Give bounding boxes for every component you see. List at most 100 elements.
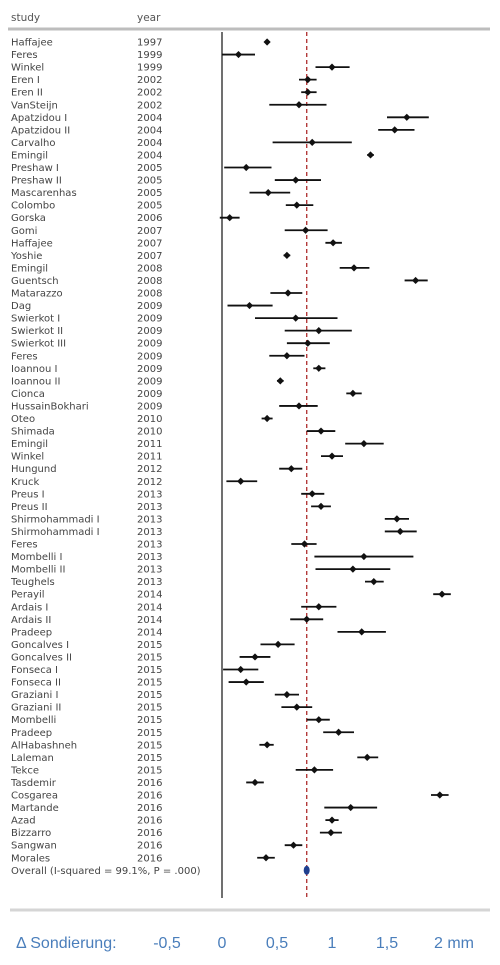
study-row: Graziani I 2015 bbox=[11, 690, 299, 701]
point-estimate-marker bbox=[315, 327, 323, 335]
point-estimate-marker bbox=[310, 766, 318, 774]
study-year: 2013 bbox=[137, 565, 162, 576]
study-label: Kruck bbox=[11, 477, 40, 488]
study-label: Colombo bbox=[11, 201, 55, 212]
study-label: Swierkot I bbox=[11, 314, 60, 325]
point-estimate-marker bbox=[349, 389, 357, 397]
study-label: Bizzarro bbox=[11, 828, 51, 839]
point-estimate-marker bbox=[264, 189, 272, 197]
study-row: Kruck 2012 bbox=[11, 477, 258, 488]
study-label: Mascarenhas bbox=[11, 188, 77, 199]
point-estimate-marker bbox=[237, 477, 245, 485]
point-estimate-marker bbox=[360, 552, 368, 561]
point-estimate-marker bbox=[315, 603, 323, 611]
point-estimate-marker bbox=[234, 50, 243, 59]
point-estimate-marker bbox=[329, 239, 337, 247]
x-tick-label: 0 bbox=[218, 935, 227, 952]
study-row: Azad 2016 bbox=[11, 816, 339, 827]
study-label: Preshaw I bbox=[11, 163, 59, 174]
study-row: Shirmohammadi I 2013 bbox=[11, 527, 417, 538]
study-row: Cionca 2009 bbox=[11, 389, 362, 400]
study-row: Gorska 2006 bbox=[11, 213, 240, 224]
study-row: Yoshie 2007 bbox=[10, 251, 291, 262]
point-estimate-marker bbox=[242, 678, 250, 686]
study-year: 2015 bbox=[137, 690, 162, 701]
study-row: Hungund 2012 bbox=[11, 464, 303, 475]
study-year: 2015 bbox=[137, 753, 162, 764]
study-year: 2012 bbox=[137, 477, 162, 488]
study-label: Ioannou I bbox=[11, 364, 57, 375]
study-row: Martande 2016 bbox=[11, 803, 378, 814]
header-year: year bbox=[137, 12, 161, 24]
study-label: Preus II bbox=[11, 502, 48, 513]
x-tick-label: 1,5 bbox=[376, 935, 398, 952]
study-row: Bizzarro 2016 bbox=[11, 828, 342, 839]
study-row: Sangwan 2016 bbox=[11, 841, 303, 852]
point-estimate-marker bbox=[360, 440, 368, 448]
study-year: 2006 bbox=[137, 213, 162, 224]
study-label: Azad bbox=[11, 816, 36, 827]
point-estimate-marker bbox=[350, 264, 358, 272]
study-year: 2016 bbox=[137, 778, 162, 789]
study-row: Pradeep 2014 bbox=[11, 627, 386, 638]
study-label: Mombelli I bbox=[11, 552, 62, 563]
study-row: Swierkot III 2009 bbox=[11, 339, 330, 350]
study-row: Ioannou II 2009 bbox=[11, 376, 284, 387]
study-year: 2011 bbox=[137, 439, 162, 450]
study-year: 2016 bbox=[137, 828, 162, 839]
study-label: Preus I bbox=[11, 489, 45, 500]
study-label: Ioannou II bbox=[11, 376, 60, 387]
study-year: 2002 bbox=[137, 100, 162, 111]
study-row: HussainBokhari 2009 bbox=[11, 401, 318, 412]
point-estimate-marker bbox=[366, 151, 375, 159]
overall-label: Overall (I-squared = 99.1%, P = .000) bbox=[11, 866, 201, 877]
study-row: Fonseca II 2015 bbox=[11, 678, 264, 689]
study-year: 2008 bbox=[137, 276, 162, 287]
study-year: 2009 bbox=[137, 301, 162, 312]
study-label: Goncalves II bbox=[11, 652, 72, 663]
point-estimate-marker bbox=[438, 590, 446, 598]
study-year: 2009 bbox=[137, 351, 162, 362]
study-row: Eren II 2002 bbox=[11, 88, 317, 99]
point-estimate-marker bbox=[304, 76, 312, 84]
study-label: Graziani II bbox=[11, 703, 61, 714]
point-estimate-marker bbox=[263, 741, 271, 749]
study-year: 2016 bbox=[137, 803, 162, 814]
study-label: Feres bbox=[11, 540, 38, 551]
study-label: VanSteijn bbox=[11, 100, 58, 111]
study-year: 2009 bbox=[137, 401, 162, 412]
point-estimate-marker bbox=[284, 289, 292, 297]
point-estimate-marker bbox=[245, 301, 254, 310]
study-year: 2009 bbox=[137, 314, 162, 325]
study-year: 2005 bbox=[137, 188, 162, 199]
point-estimate-marker bbox=[226, 214, 234, 222]
study-year: 2004 bbox=[137, 138, 162, 149]
study-row: Mombelli I 2013 bbox=[11, 552, 414, 563]
study-row: Preshaw I 2005 bbox=[11, 163, 272, 174]
study-label: Tasdemir bbox=[10, 778, 57, 789]
study-label: Swierkot II bbox=[11, 326, 63, 337]
x-tick-label: -0,5 bbox=[153, 935, 181, 952]
study-row: Haffajee 2007 bbox=[11, 238, 342, 249]
study-label: Feres bbox=[11, 50, 38, 61]
study-row: Laleman 2015 bbox=[11, 753, 379, 764]
study-label: Apatzidou II bbox=[11, 125, 70, 136]
study-label: Feres bbox=[11, 351, 38, 362]
study-row: Feres 1999 bbox=[11, 50, 255, 61]
study-label: Emingil bbox=[11, 263, 48, 274]
study-label: Cosgarea bbox=[11, 791, 58, 802]
point-estimate-marker bbox=[263, 414, 271, 423]
study-label: Gomi bbox=[11, 226, 37, 237]
study-label: Yoshie bbox=[10, 251, 42, 262]
point-estimate-marker bbox=[436, 791, 444, 799]
study-row: Ioannou I 2009 bbox=[11, 364, 326, 375]
point-estimate-marker bbox=[242, 163, 250, 172]
point-estimate-marker bbox=[328, 816, 336, 824]
study-year: 2010 bbox=[137, 414, 162, 425]
study-year: 2011 bbox=[137, 452, 162, 463]
point-estimate-marker bbox=[295, 402, 303, 410]
point-estimate-marker bbox=[251, 778, 259, 787]
study-label: Emingil bbox=[11, 439, 48, 450]
study-label: Fonseca II bbox=[11, 678, 61, 689]
